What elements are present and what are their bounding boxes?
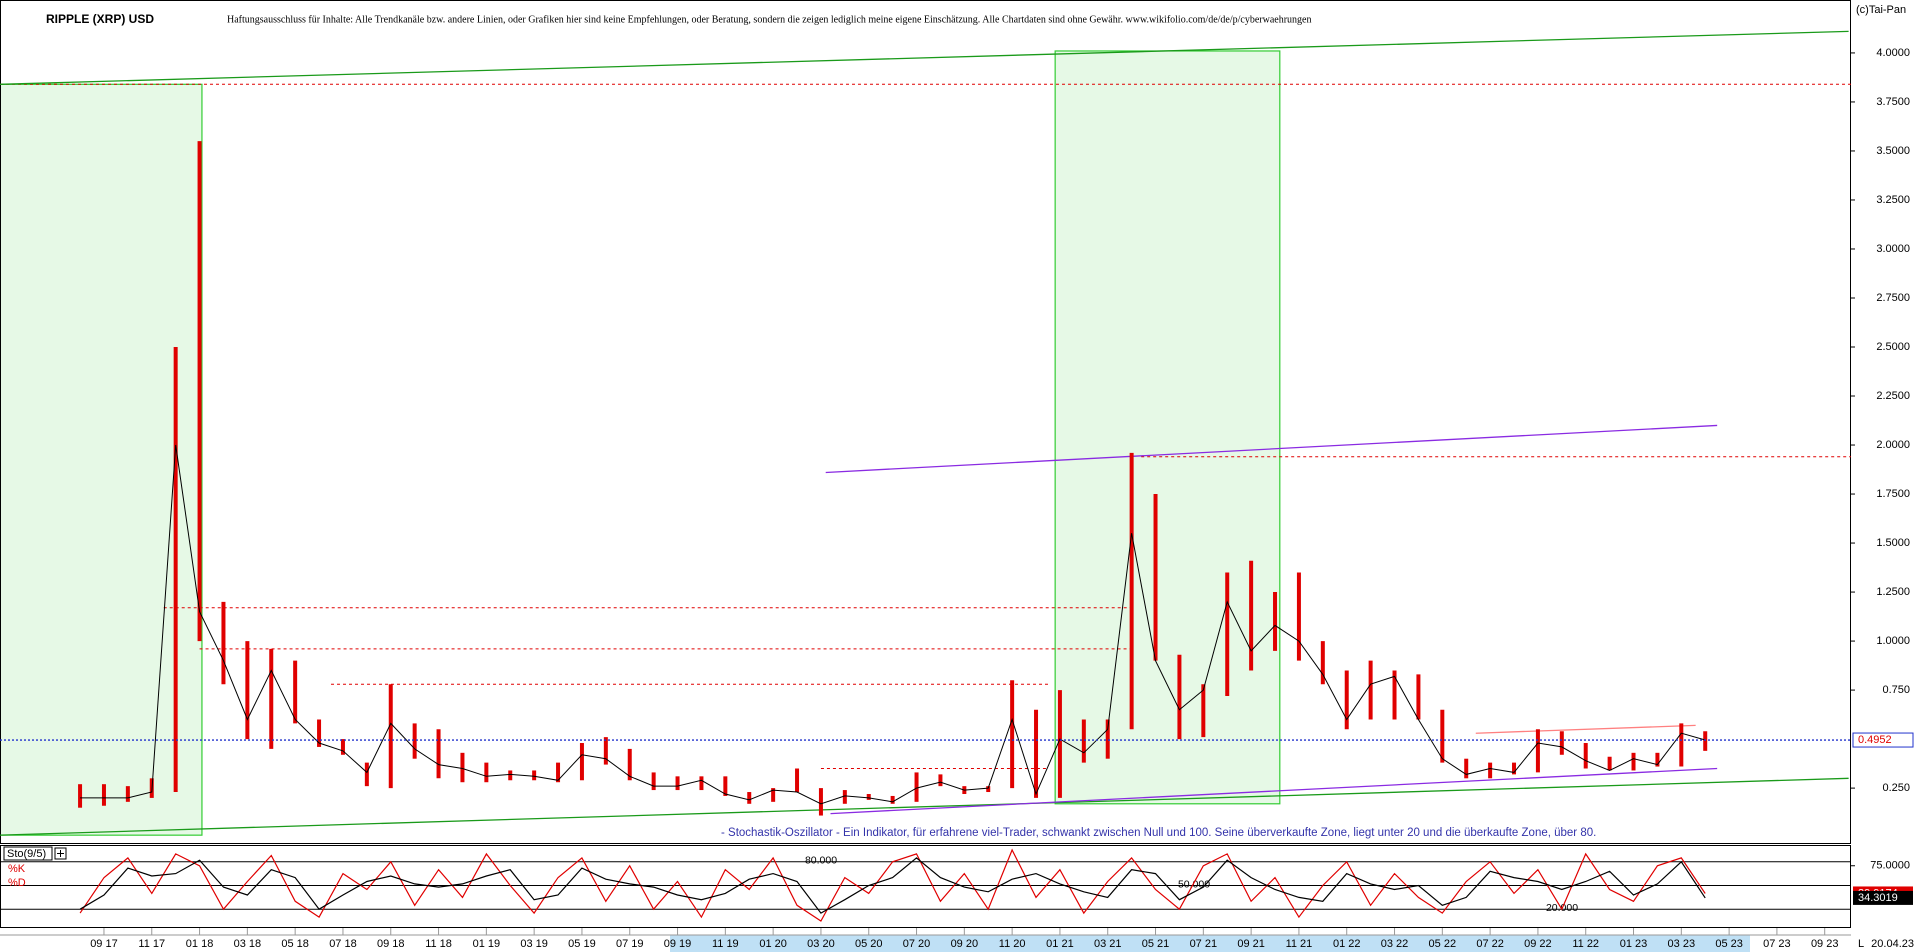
chart-title: RIPPLE (XRP) USD	[46, 12, 154, 26]
y-tick-label: 3.0000	[1876, 243, 1910, 255]
x-tick-label: 01 19	[473, 938, 501, 950]
stochastic-panel	[0, 845, 1851, 928]
last-value-label: 0.4952	[1858, 734, 1892, 746]
x-tick-label: 11 18	[425, 938, 452, 950]
level-label: 80.000	[805, 855, 837, 867]
axis-highlight	[670, 935, 1750, 952]
x-tick-label: 07 22	[1476, 938, 1504, 950]
main-panel	[0, 0, 1851, 844]
x-tick-label: 01 18	[186, 938, 214, 950]
trend-line	[1475, 724, 1696, 734]
last-value-label: 34.3019	[1858, 892, 1898, 904]
x-tick-label: 05 22	[1429, 938, 1457, 950]
x-tick-label: 03 22	[1381, 938, 1409, 950]
x-tick-label: 09 17	[90, 938, 118, 950]
x-tick-label: 05 21	[1142, 938, 1170, 950]
shaded-range	[0, 83, 203, 836]
x-tick-label: 03 20	[807, 938, 835, 950]
x-tick-label: 11 17	[138, 938, 165, 950]
trend-line	[0, 777, 1849, 836]
y-tick-label: 1.0000	[1876, 635, 1910, 647]
close-line	[80, 444, 1706, 805]
x-tick-label: 07 23	[1763, 938, 1791, 950]
x-tick-label: 09 21	[1237, 938, 1265, 950]
y-tick-label: 3.2500	[1876, 194, 1910, 206]
legend-entry: %D	[8, 877, 26, 889]
y-tick-label: 1.7500	[1876, 488, 1910, 500]
x-tick-label: 11 22	[1572, 938, 1599, 950]
last-value-box	[1853, 890, 1913, 905]
x-tick-label: 01 22	[1333, 938, 1361, 950]
x-tick-label: 01 20	[759, 938, 787, 950]
x-tick-label: 11 19	[712, 938, 739, 950]
x-tick-label: 03 21	[1094, 938, 1122, 950]
y-tick-label: 2.2500	[1876, 390, 1910, 402]
indicator-box[interactable]	[3, 846, 53, 861]
trend-line	[830, 767, 1718, 815]
y-tick-label: 3.7500	[1876, 96, 1910, 108]
x-tick-label: 07 21	[1190, 938, 1218, 950]
source: (c)Tai-Pan	[1856, 4, 1906, 16]
x-tick-label: 09 18	[377, 938, 405, 950]
y-tick-label: 1.2500	[1876, 586, 1910, 598]
x-tick-label: 05 20	[855, 938, 883, 950]
disclaimer: Haftungsausschluss für Inhalte: Alle Tre…	[227, 14, 1312, 25]
x-tick-label: 09 23	[1811, 938, 1839, 950]
y-tick-label: 0.750	[1882, 684, 1910, 696]
x-tick-label: 03 18	[234, 938, 262, 950]
y-tick-label: 2.0000	[1876, 439, 1910, 451]
x-tick-label: 11 21	[1286, 938, 1313, 950]
y-tick-label: 2.7500	[1876, 292, 1910, 304]
x-tick-label: 07 18	[329, 938, 357, 950]
y-tick-label: 0.250	[1882, 782, 1910, 794]
x-tick-label: 09 22	[1524, 938, 1552, 950]
x-tick-label: 11 20	[999, 938, 1026, 950]
y-tick-label: 4.0000	[1876, 47, 1910, 59]
expand-icon	[57, 850, 64, 857]
indicator-title: Sto(9/5)	[7, 848, 46, 860]
x-tick-label: 01 23	[1620, 938, 1648, 950]
date-label: 20.04.23	[1871, 938, 1914, 950]
x-tick-label: 09 20	[951, 938, 979, 950]
indicator-line	[79, 848, 1706, 922]
y-tick-label: 75.0000	[1870, 860, 1910, 872]
y-tick-label: 1.5000	[1876, 537, 1910, 549]
indicator-line	[79, 857, 1706, 914]
last-value-box	[1852, 732, 1914, 748]
x-tick-label: 07 20	[903, 938, 931, 950]
x-tick-label: 03 23	[1668, 938, 1696, 950]
y-tick-label: 2.5000	[1876, 341, 1910, 353]
axis-flag: L	[1858, 938, 1864, 950]
trend-line	[0, 30, 1849, 85]
x-tick-label: 05 23	[1715, 938, 1743, 950]
x-tick-label: 03 19	[520, 938, 548, 950]
y-tick-label: 3.5000	[1876, 145, 1910, 157]
x-tick-label: 05 18	[281, 938, 309, 950]
x-tick-label: 01 21	[1046, 938, 1074, 950]
legend-entry: %K	[8, 863, 26, 875]
x-tick-label: 07 19	[616, 938, 644, 950]
x-tick-label: 09 19	[664, 938, 692, 950]
trend-line	[825, 424, 1718, 474]
shaded-range	[1054, 50, 1281, 805]
x-tick-label: 05 19	[568, 938, 596, 950]
indicator-note: - Stochastik-Oszillator - Ein Indikator,…	[721, 827, 1596, 839]
